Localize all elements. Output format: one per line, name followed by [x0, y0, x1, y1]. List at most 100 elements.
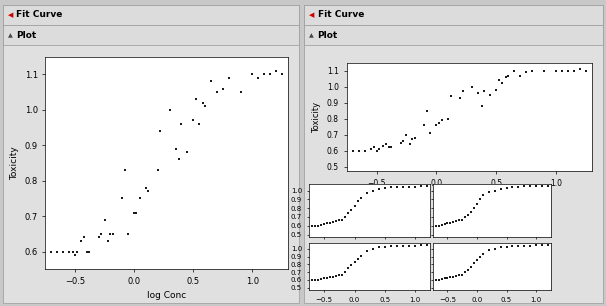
Point: [402, 132, 411, 137]
Point: [135, 196, 145, 201]
Point: [76, 238, 86, 243]
Point: [496, 245, 505, 250]
Point: [384, 145, 393, 150]
Point: [96, 231, 106, 236]
Point: [362, 249, 371, 254]
Point: [508, 185, 518, 189]
Point: [381, 142, 391, 147]
Point: [454, 273, 464, 278]
Point: [369, 145, 379, 150]
Point: [466, 209, 476, 214]
Point: [472, 201, 482, 206]
Point: [191, 97, 201, 102]
Point: [103, 238, 113, 243]
Point: [479, 89, 489, 94]
Point: [322, 275, 332, 280]
Point: [325, 220, 335, 225]
Point: [350, 260, 359, 265]
Point: [374, 147, 384, 151]
Point: [581, 68, 591, 73]
Text: ◀: ◀: [309, 12, 315, 18]
Point: [319, 222, 329, 226]
Point: [58, 249, 68, 254]
Point: [434, 223, 444, 228]
Point: [431, 223, 441, 228]
Point: [491, 88, 501, 92]
Text: Fit Curve: Fit Curve: [16, 10, 63, 20]
Point: [378, 143, 387, 148]
Point: [362, 191, 371, 196]
Point: [366, 147, 376, 151]
Point: [422, 108, 431, 113]
Point: [461, 270, 470, 275]
Point: [513, 243, 523, 248]
Point: [543, 243, 553, 248]
Y-axis label: Toxicity: Toxicity: [10, 146, 19, 180]
Point: [527, 68, 537, 73]
Point: [445, 220, 455, 225]
Point: [551, 68, 561, 73]
Point: [68, 249, 78, 254]
Point: [120, 168, 130, 173]
Point: [451, 274, 461, 278]
Point: [475, 197, 485, 202]
Point: [206, 79, 216, 84]
Point: [310, 223, 320, 228]
Text: Plot: Plot: [318, 31, 338, 40]
Point: [439, 276, 449, 281]
Point: [398, 185, 408, 189]
Point: [100, 217, 110, 222]
Point: [404, 243, 414, 248]
Point: [501, 75, 511, 80]
Point: [153, 168, 162, 173]
Y-axis label: Toxicity: Toxicity: [312, 102, 321, 132]
Point: [490, 246, 499, 251]
Point: [437, 277, 447, 282]
Point: [502, 244, 511, 249]
Point: [478, 251, 488, 256]
Point: [410, 243, 420, 248]
Point: [335, 273, 344, 278]
Point: [331, 274, 341, 278]
Point: [454, 218, 464, 223]
Point: [458, 89, 468, 94]
Point: [434, 278, 444, 282]
Point: [404, 185, 414, 189]
Point: [350, 204, 359, 209]
Point: [425, 131, 435, 136]
Point: [259, 72, 269, 77]
Point: [371, 148, 381, 153]
Point: [356, 253, 365, 258]
Point: [515, 73, 525, 78]
Point: [307, 223, 317, 228]
Point: [473, 91, 483, 95]
Point: [374, 245, 384, 250]
Point: [519, 184, 529, 189]
Point: [105, 231, 115, 236]
Point: [53, 249, 62, 254]
Point: [174, 157, 184, 162]
Point: [496, 186, 505, 191]
Point: [94, 235, 104, 240]
Point: [396, 140, 405, 145]
Point: [543, 184, 553, 189]
Point: [416, 243, 426, 248]
Point: [374, 186, 384, 191]
Point: [247, 72, 257, 77]
Point: [188, 118, 198, 123]
Point: [144, 189, 153, 194]
Point: [498, 81, 507, 86]
Point: [331, 219, 341, 224]
Point: [537, 184, 547, 189]
Point: [354, 148, 364, 153]
Point: [463, 213, 473, 218]
Point: [463, 267, 473, 272]
Point: [198, 100, 208, 105]
X-axis label: log Conc: log Conc: [451, 194, 488, 203]
Point: [195, 121, 204, 126]
Point: [438, 118, 447, 123]
Point: [47, 249, 56, 254]
Point: [419, 123, 429, 128]
Point: [200, 104, 210, 109]
Point: [328, 274, 338, 279]
